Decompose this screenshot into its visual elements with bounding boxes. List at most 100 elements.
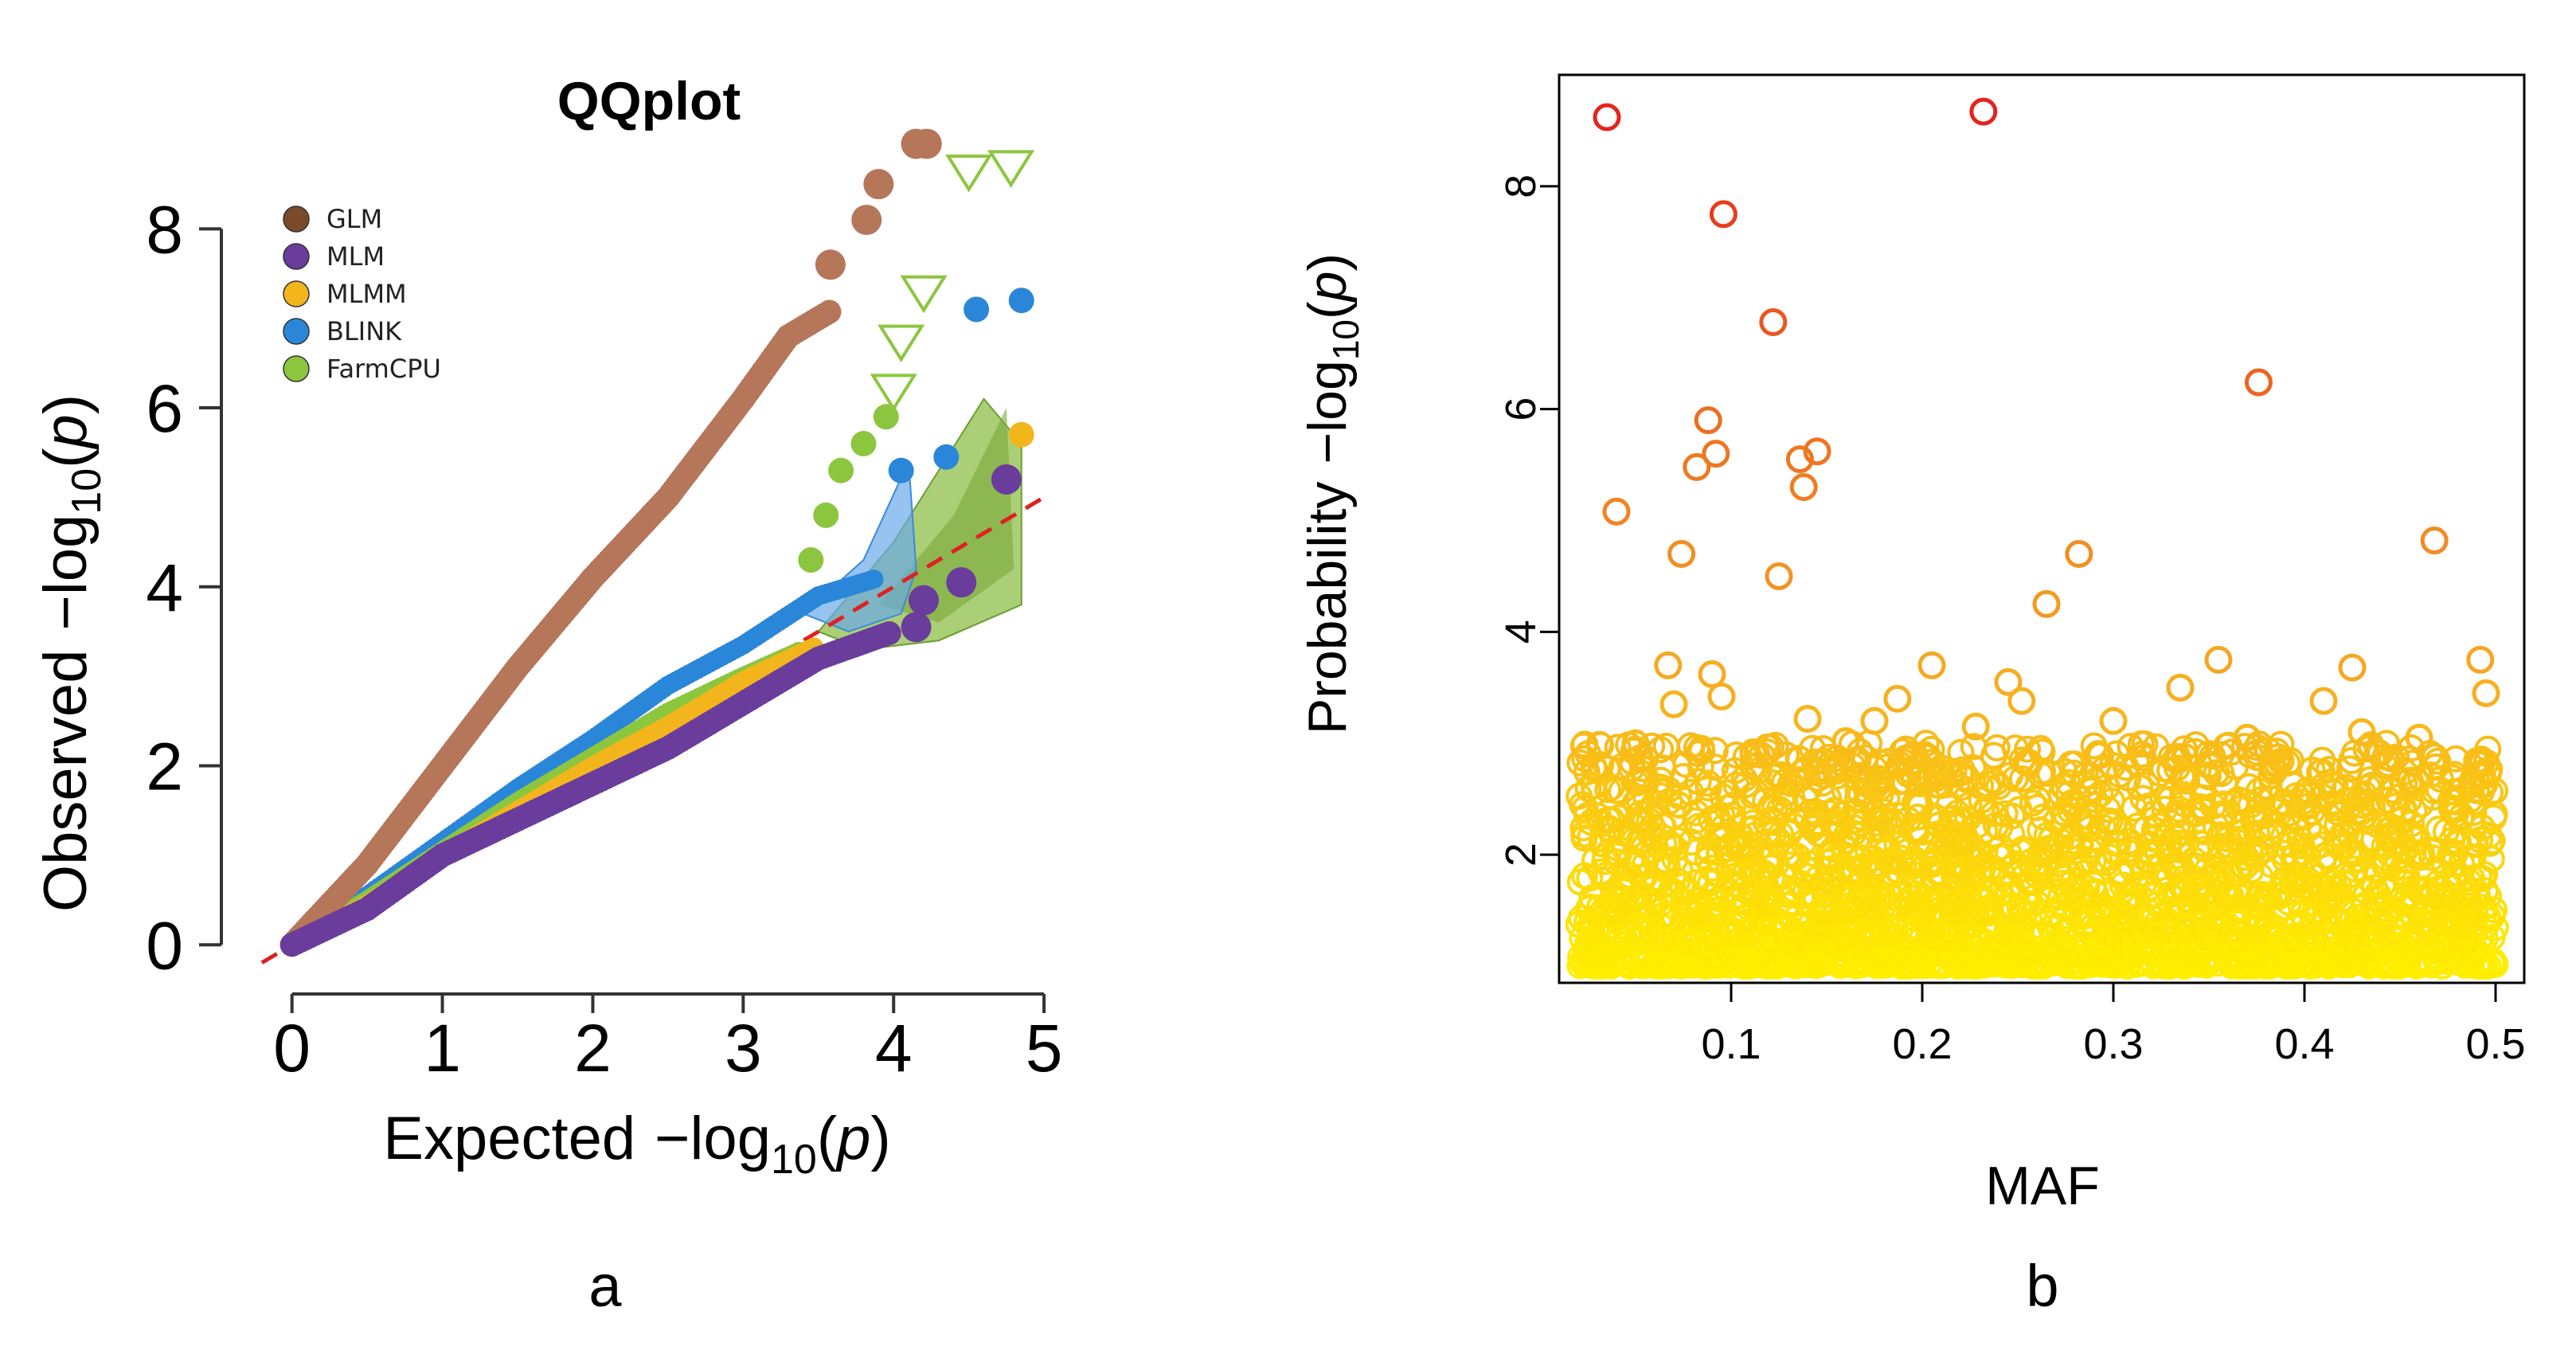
maf-point bbox=[2378, 745, 2406, 773]
maf-point bbox=[2235, 949, 2263, 977]
maf-point bbox=[2131, 730, 2159, 758]
maf-point bbox=[1722, 947, 1750, 975]
maf-point bbox=[2093, 849, 2121, 877]
maf-point bbox=[1828, 951, 1856, 979]
maf-point bbox=[2024, 936, 2052, 964]
maf-point bbox=[2011, 863, 2039, 890]
maf-point bbox=[2284, 814, 2312, 842]
maf-point bbox=[1852, 922, 1880, 950]
maf-point bbox=[2269, 950, 2297, 978]
maf-point bbox=[2019, 789, 2047, 817]
maf-point bbox=[2155, 863, 2183, 891]
maf-point bbox=[2066, 829, 2093, 857]
maf-point bbox=[1982, 769, 2010, 796]
qq-x-tick-label: 1 bbox=[424, 1011, 461, 1086]
maf-point bbox=[2476, 829, 2504, 857]
maf-point bbox=[1868, 882, 1896, 910]
qq-axes: 0 2 4 6 8 0 1 2 3 4 5 bbox=[146, 192, 1062, 1086]
maf-point bbox=[1847, 916, 1874, 944]
maf-point bbox=[1730, 903, 1758, 931]
maf-point bbox=[1761, 731, 1789, 759]
maf-point bbox=[1864, 809, 1892, 837]
maf-point bbox=[2051, 925, 2079, 953]
maf-point bbox=[1898, 742, 1926, 770]
qq-outlier-point bbox=[888, 457, 914, 483]
qq-outlier-point bbox=[828, 457, 854, 483]
maf-point bbox=[2121, 794, 2148, 822]
maf-point bbox=[1587, 858, 1615, 886]
maf-point bbox=[1785, 445, 1814, 474]
maf-point bbox=[2336, 822, 2364, 850]
maf-point bbox=[2133, 772, 2161, 800]
maf-x-tick-label: 0.1 bbox=[1701, 1020, 1761, 1068]
maf-point bbox=[2107, 898, 2135, 925]
maf-point bbox=[1961, 712, 1990, 741]
maf-point bbox=[1839, 820, 1867, 847]
qq-outlier-point bbox=[911, 128, 942, 159]
maf-point bbox=[2449, 926, 2477, 954]
maf-point bbox=[1624, 913, 1652, 941]
maf-point bbox=[1941, 863, 1969, 891]
maf-point bbox=[1900, 917, 1928, 945]
maf-point bbox=[2203, 890, 2231, 918]
maf-point bbox=[1773, 916, 1800, 944]
maf-point bbox=[2399, 839, 2427, 867]
maf-point bbox=[2225, 819, 2253, 847]
qq-outlier-point bbox=[798, 547, 824, 573]
maf-point bbox=[2258, 785, 2286, 812]
qq-outlier-point bbox=[850, 431, 877, 457]
maf-point bbox=[1684, 768, 1712, 796]
maf-point bbox=[1945, 883, 1973, 911]
maf-point bbox=[1883, 684, 1912, 713]
maf-point bbox=[1947, 773, 1975, 801]
maf-point bbox=[1669, 762, 1697, 790]
maf-point bbox=[1735, 830, 1763, 858]
maf-point bbox=[1986, 899, 2014, 927]
maf-point bbox=[1972, 886, 1999, 914]
maf-point bbox=[2116, 839, 2144, 867]
maf-point bbox=[2324, 798, 2351, 826]
maf-point bbox=[1826, 855, 1854, 882]
maf-point bbox=[1702, 440, 1730, 468]
maf-point bbox=[1575, 895, 1603, 923]
maf-point bbox=[1721, 871, 1749, 898]
qq-outlier-point bbox=[863, 169, 894, 200]
maf-point bbox=[1781, 812, 1808, 840]
qq-outlier-point bbox=[851, 205, 882, 236]
maf-point bbox=[2039, 900, 2066, 928]
qq-outlier-point bbox=[873, 404, 899, 430]
maf-point bbox=[1793, 704, 1822, 733]
maf-point bbox=[2204, 645, 2233, 674]
qq-outlier-point bbox=[1008, 288, 1034, 314]
maf-ylabel: Probability−log10(p) bbox=[1297, 253, 1366, 734]
maf-point bbox=[1605, 894, 1633, 922]
maf-point bbox=[1708, 801, 1736, 829]
maf-point bbox=[2477, 845, 2505, 873]
legend-label: GLM bbox=[326, 204, 382, 234]
qq-series-points bbox=[279, 128, 1035, 957]
maf-point bbox=[1917, 651, 1946, 679]
maf-point bbox=[2405, 723, 2433, 752]
maf-point bbox=[1860, 706, 1889, 735]
maf-point bbox=[2065, 539, 2093, 568]
maf-point bbox=[1832, 936, 1860, 964]
maf-point bbox=[2164, 754, 2191, 782]
maf-point bbox=[1625, 805, 1653, 833]
maf-point bbox=[1702, 941, 1730, 969]
maf-point bbox=[2423, 870, 2451, 898]
maf-point bbox=[1666, 791, 1694, 819]
maf-point bbox=[2078, 939, 2105, 967]
maf-point bbox=[2325, 872, 2353, 900]
maf-point bbox=[1814, 855, 1842, 883]
maf-point bbox=[1577, 824, 1605, 851]
legend-swatch bbox=[283, 205, 310, 233]
maf-point bbox=[2337, 923, 2365, 951]
maf-point bbox=[2350, 949, 2378, 976]
maf-point bbox=[2165, 796, 2193, 824]
maf-point bbox=[2478, 949, 2506, 977]
maf-point bbox=[1683, 452, 1711, 481]
maf-point bbox=[2203, 759, 2230, 787]
maf-point bbox=[2309, 773, 2337, 800]
maf-y-tick-label: 8 bbox=[1497, 174, 1545, 198]
legend-swatch bbox=[283, 243, 310, 270]
